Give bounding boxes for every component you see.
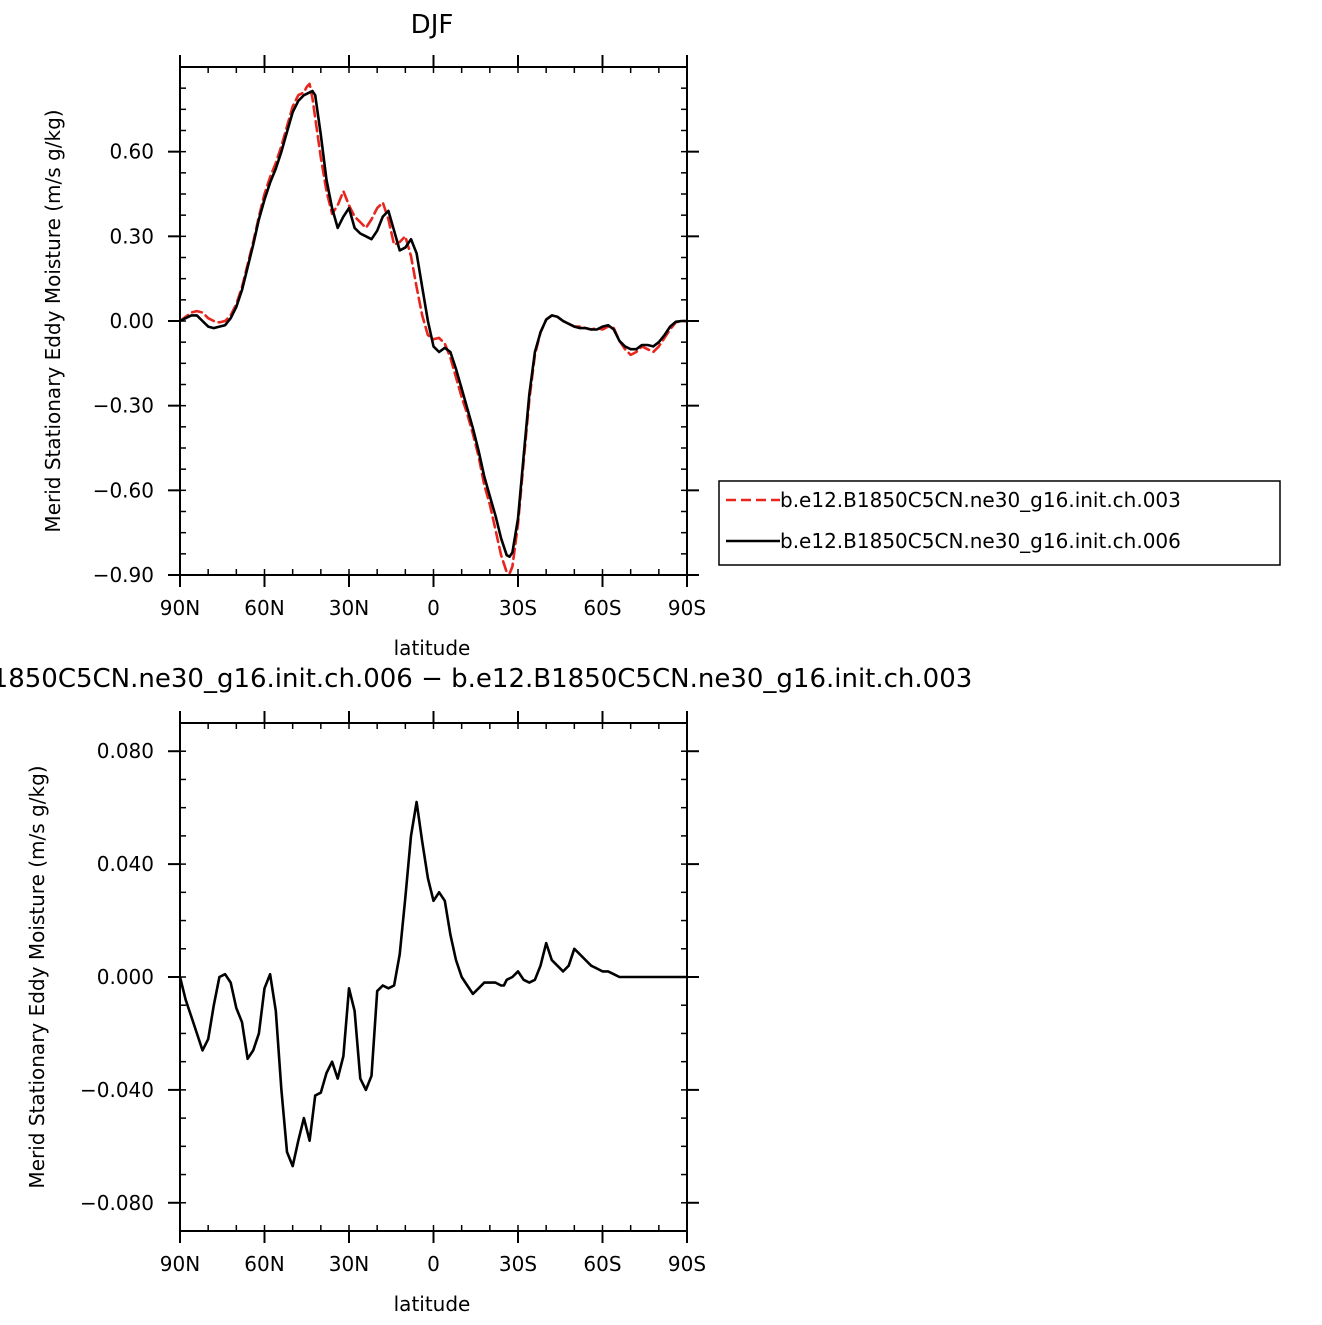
- legend-box: [718, 480, 1281, 566]
- legend-label-003: b.e12.B1850C5CN.ne30_g16.init.ch.003: [780, 488, 1181, 512]
- top-y-tick-label: −0.30: [93, 394, 154, 418]
- top-x-tick-label: 60N: [244, 596, 284, 620]
- bottom-series-group: [178, 800, 689, 1168]
- bottom-x-tick-label: 60N: [244, 1252, 284, 1276]
- top-chart-title: DJF: [411, 10, 454, 40]
- bottom-x-tick-label: 0: [427, 1252, 440, 1276]
- top-x-tick-label: 60S: [583, 596, 621, 620]
- top-y-tick-label: −0.60: [93, 478, 154, 502]
- bottom-x-tick-label: 90N: [160, 1252, 200, 1276]
- bottom-x-tick-label: 30N: [329, 1252, 369, 1276]
- top-series-group: [178, 82, 689, 575]
- top-tick-group: 90N 60N 30N 0 30S 60S 90S 0.60 0.30 0.00 −0.30 −0.6…: [93, 55, 706, 620]
- top-x-tick-label: 0: [427, 596, 440, 620]
- bottom-plot-frame: [179, 722, 688, 1232]
- bottom-x-axis-label: latitude: [394, 1292, 471, 1316]
- top-x-tick-label: 90S: [668, 596, 706, 620]
- top-y-tick-label: −0.90: [93, 563, 154, 587]
- bottom-series-line-0: [178, 800, 689, 1168]
- top-plot-frame: [179, 66, 688, 576]
- top-x-tick-label: 30S: [499, 596, 537, 620]
- legend: b.e12.B1850C5CN.ne30_g16.init.ch.003 b.e…: [718, 480, 1281, 566]
- top-y-tick-label: 0.30: [109, 224, 154, 248]
- bottom-y-tick-label: 0.000: [97, 965, 154, 989]
- bottom-x-tick-label: 90S: [668, 1252, 706, 1276]
- top-y-tick-label: 0.60: [109, 140, 154, 164]
- bottom-x-tick-label: 60S: [583, 1252, 621, 1276]
- legend-label-006: b.e12.B1850C5CN.ne30_g16.init.ch.006: [780, 529, 1181, 553]
- bottom-y-axis-label: Merid Stationary Eddy Moisture (m/s g/kg…: [25, 765, 49, 1188]
- bottom-x-tick-label: 30S: [499, 1252, 537, 1276]
- top-x-tick-label: 30N: [329, 596, 369, 620]
- top-x-axis-label: latitude: [394, 636, 471, 660]
- bottom-panel: b.e12.B1850C5CN.ne30_g16.init.ch.006 − b…: [0, 664, 972, 1316]
- top-y-axis-label: Merid Stationary Eddy Moisture (m/s g/kg…: [41, 109, 65, 532]
- bottom-y-tick-label: −0.080: [80, 1191, 154, 1215]
- bottom-y-tick-label: 0.040: [97, 852, 154, 876]
- top-x-tick-label: 90N: [160, 596, 200, 620]
- bottom-y-tick-label: 0.080: [97, 739, 154, 763]
- top-panel: DJF Merid Stationary Eddy Moisture (m/s …: [41, 10, 706, 660]
- bottom-chart-title: b.e12.B1850C5CN.ne30_g16.init.ch.006 − b…: [0, 664, 972, 694]
- bottom-tick-group: 90N 60N 30N 0 30S 60S 90S 0.080 0.040 0.000 −0.040…: [80, 711, 706, 1276]
- top-y-tick-label: 0.00: [109, 309, 154, 333]
- bottom-y-tick-label: −0.040: [80, 1078, 154, 1102]
- top-series-line-1: [178, 89, 689, 559]
